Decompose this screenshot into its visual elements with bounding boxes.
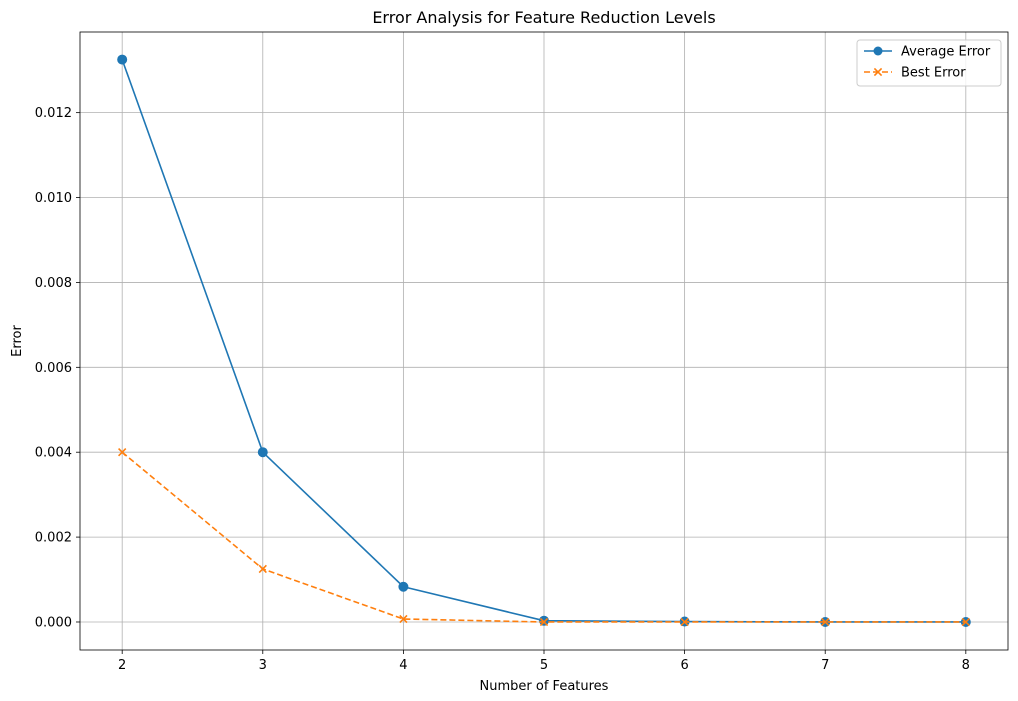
x-tick-label: 6: [680, 658, 688, 673]
data-point: [539, 615, 549, 626]
x-tick-label: 2: [118, 658, 126, 673]
y-tick-label: 0.000: [35, 615, 72, 630]
legend-box: [856, 39, 1002, 87]
data-point: [257, 447, 268, 458]
y-axis-title: Error: [10, 325, 25, 357]
legend-label: Best Error: [901, 66, 966, 81]
x-tick-label: 5: [540, 658, 548, 673]
y-tick-label: 0.008: [35, 276, 72, 291]
data-point: [118, 448, 127, 457]
ticks: 2 3 4 5 6 7 8 0.000 0.002 0.004 0.006 0.008 0.010 0.0…: [35, 106, 970, 673]
x-tick-label: 4: [399, 658, 407, 673]
data-point: [821, 617, 830, 627]
data-point: [398, 581, 409, 592]
legend: Average Error Best Error: [856, 39, 1002, 87]
y-tick-label: 0.010: [35, 191, 72, 206]
legend-entry: Best Error: [864, 66, 966, 81]
y-tick-label: 0.002: [35, 531, 72, 546]
x-tick-label: 3: [259, 658, 267, 673]
y-tick-label: 0.012: [35, 106, 72, 121]
x-tick-label: 7: [821, 658, 829, 673]
data-point: [680, 617, 689, 627]
legend-entry: Average Error: [864, 45, 991, 60]
x-axis-title: Number of Features: [480, 679, 609, 694]
grid: [80, 32, 1008, 650]
legend-label: Average Error: [901, 45, 991, 60]
data-point: [961, 617, 970, 627]
series-best-error: [118, 448, 970, 627]
x-tick-label: 8: [962, 658, 970, 673]
series-layer: [117, 54, 971, 627]
y-tick-label: 0.006: [35, 361, 72, 376]
y-tick-label: 0.004: [35, 446, 72, 461]
data-point: [258, 564, 267, 574]
legend-marker: [873, 67, 883, 77]
legend-marker: [873, 46, 883, 56]
data-point: [117, 54, 128, 65]
data-point: [539, 617, 549, 627]
chart-title: Error Analysis for Feature Reduction Lev…: [372, 8, 715, 27]
data-point: [399, 614, 408, 624]
